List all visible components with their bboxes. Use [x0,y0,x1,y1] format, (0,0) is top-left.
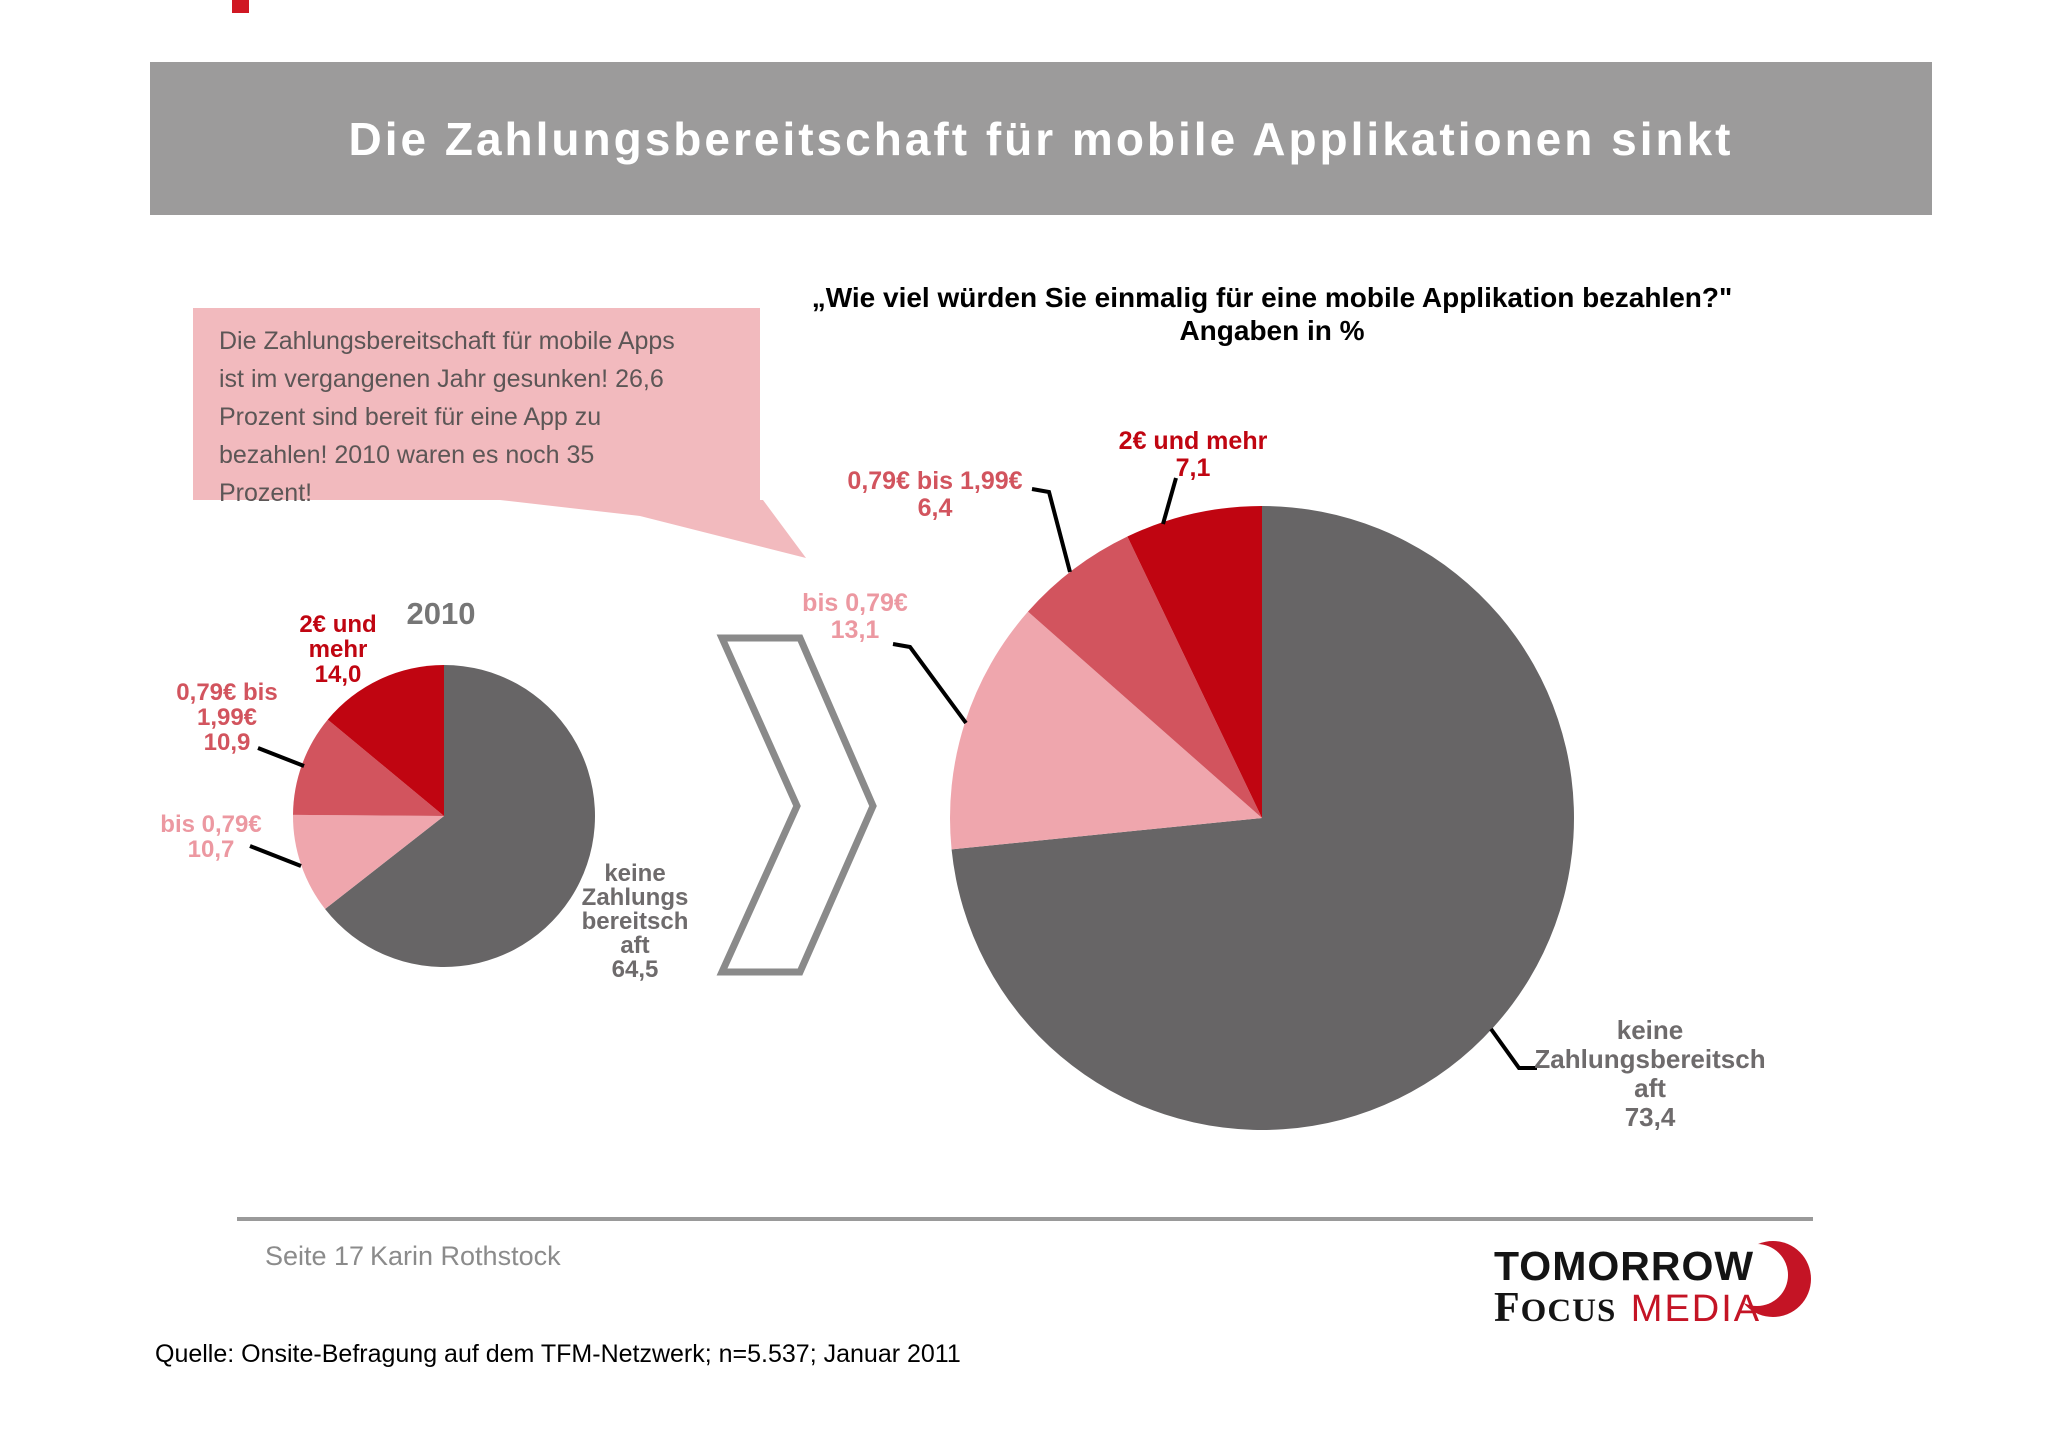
author-name: Karin Rothstock [370,1241,561,1271]
chart-title-question: „Wie viel würden Sie einmalig für eine m… [811,282,1733,313]
page-number: Seite 17 [265,1241,365,1271]
red-corner-mark [232,0,249,13]
chart-title: „Wie viel würden Sie einmalig für eine m… [712,281,1832,347]
pie-1-slice-1 [950,611,1262,850]
pie-1-slice-0 [951,506,1574,1131]
header-bar: Die Zahlungsbereitschaft für mobile Appl… [150,62,1932,215]
leader-line-big-none [1489,1027,1537,1070]
pie-0-slice-3 [327,665,444,816]
leader-line-big-two-euro [1161,477,1178,525]
chevron-right-icon [716,634,877,976]
leader-line-big-mid [1031,487,1072,573]
big-pie-label-two-euro: 2€ und mehr 7,1 [1118,427,1268,482]
pie-0-slice-0 [325,664,596,968]
leader-line-small-low [249,844,302,868]
source-note: Quelle: Onsite-Befragung auf dem TFM-Net… [155,1340,961,1368]
pie-0-slice-2 [293,719,444,816]
small-pie-year-label: 2010 [406,596,476,631]
logo-crescent-icon [1726,1241,1811,1317]
callout-tail [500,500,806,558]
leader-line-big-low [892,642,968,725]
pie-charts-group [292,506,1574,1131]
pie-0-slice-1 [292,814,444,910]
logo-tomorrow-word: TOMORROW [1494,1243,1755,1289]
logo-media-word: MEDIA [1630,1288,1762,1330]
small-pie-label-low: bis 0,79€ 10,7 [160,811,262,863]
big-pie-label-low: bis 0,79€ 13,1 [802,589,908,644]
callout-box: Die Zahlungsbereitschaft für mobile Apps… [193,308,760,507]
small-pie-label-none: keine Zahlungs bereitsch aft 64,5 [581,860,689,983]
logo-bottom-line: FOCUS MEDIA [1494,1284,1761,1332]
chart-title-unit: Angaben in % [1179,315,1365,346]
callout-text: Die Zahlungsbereitschaft für mobile Apps… [219,327,675,507]
small-pie-label-two-euro: 2€ und mehr 14,0 [299,611,377,688]
pie-1-slice-3 [1127,506,1262,818]
slide-title: Die Zahlungsbereitschaft für mobile Appl… [348,112,1734,165]
logo-focus-word: FOCUS [1494,1285,1617,1331]
big-pie-label-mid: 0,79€ bis 1,99€ 6,4 [847,467,1023,522]
leader-line-small-mid [257,746,305,768]
small-pie-label-mid: 0,79€ bis 1,99€ 10,9 [176,679,278,756]
pie-1-slice-2 [1027,536,1262,818]
big-pie-label-none: keine Zahlungsbereitsch aft 73,4 [1534,1015,1766,1132]
